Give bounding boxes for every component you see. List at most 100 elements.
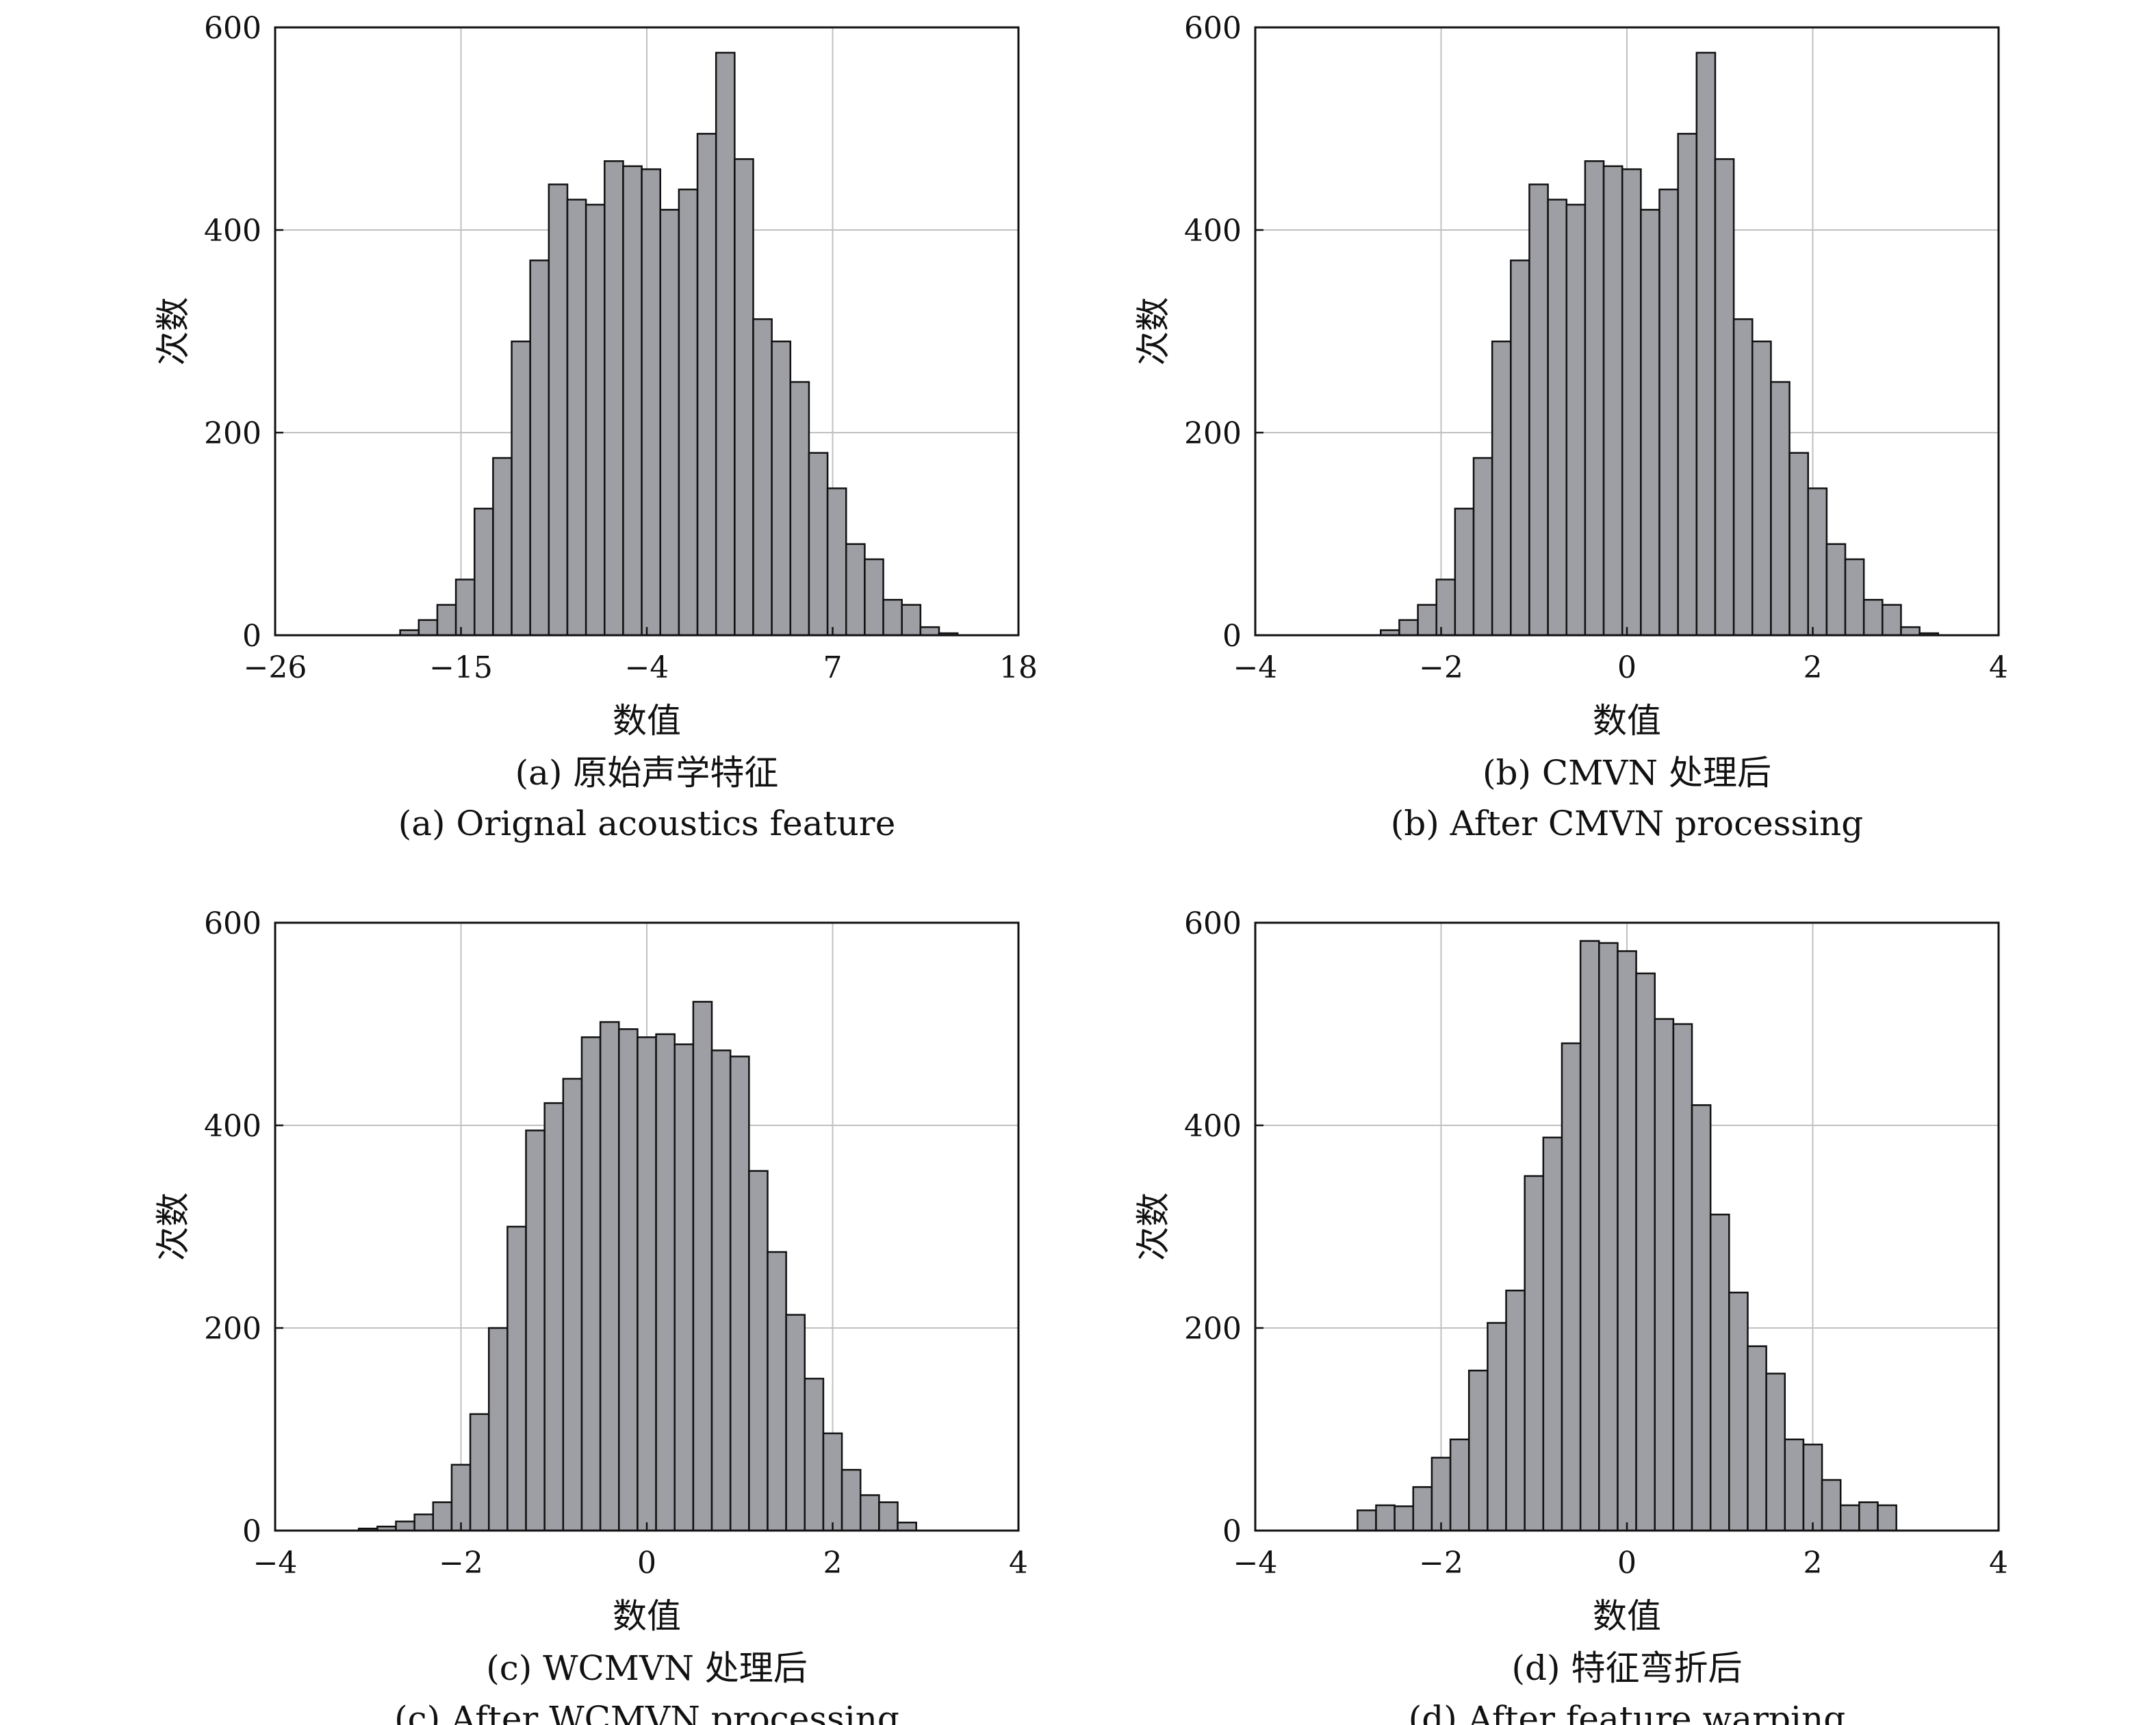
x-tick-label: −26 [244,650,307,685]
histogram-bar [436,604,457,637]
histogram-bar [1542,1136,1563,1532]
histogram-bar [469,1413,490,1532]
histogram-bar [566,199,587,637]
histogram-bar [1882,604,1902,637]
histogram-bar [1487,1322,1507,1532]
x-tick-label: 2 [1804,650,1823,685]
histogram-bar [789,381,810,637]
histogram-bar [840,1468,862,1532]
histogram-bar [1565,203,1587,637]
histogram-bar [548,183,569,637]
histogram-bar [1528,183,1549,637]
histogram-bar [1654,1018,1675,1532]
histogram-bar [692,1001,713,1532]
caption-chinese: (c) WCMVN 处理后 [486,1648,808,1688]
caption-english: (a) Orignal acoustics feature [398,804,896,843]
histogram-bar [696,133,717,637]
histogram-bar [1394,1505,1415,1532]
x-tick-label: 4 [1989,650,2008,685]
histogram-bar [492,457,513,637]
y-tick-label: 0 [1222,1514,1242,1549]
histogram-bar [525,1129,546,1532]
x-tick-label: 18 [999,650,1038,685]
histogram-bar [585,203,606,637]
histogram-bar [659,209,680,637]
histogram-bar [1765,1372,1786,1532]
y-tick-label: 400 [1184,1109,1242,1144]
x-axis-label: 数值 [613,1596,681,1636]
histogram-bar [1691,1104,1712,1532]
x-tick-label: −4 [1233,1546,1278,1581]
histogram-bar [487,1327,509,1532]
x-tick-label: −4 [253,1546,298,1581]
histogram-bar [1672,1023,1693,1532]
histogram-bar [618,1028,639,1532]
histogram-bar [1844,558,1865,637]
histogram-bar [641,168,661,637]
y-tick-label: 0 [1222,619,1242,654]
x-tick-label: 0 [637,1546,656,1581]
histogram-panel-d: −4 −2 0 2 4 0 200 400 600 数值 次数 (d) 特征弯折后 (d) After … [1133,906,2008,1725]
histogram-bar [878,1501,899,1532]
histogram-bar [637,1036,657,1532]
x-tick-label: −15 [429,650,493,685]
histogram-bar [1658,188,1679,637]
histogram-bar [1430,1457,1452,1532]
histogram-bar [1635,972,1656,1532]
histogram-bar [1862,598,1884,637]
histogram-bar [450,1464,472,1532]
histogram-bar [1412,1486,1433,1532]
caption-chinese: (b) CMVN 处理后 [1483,753,1771,793]
histogram-bar [622,165,643,637]
histogram-bar [804,1377,825,1532]
histogram-panel-a: −26 −15 −4 7 18 0 200 400 600 数值 次数 (a) 原始声学特征 (a) O… [153,11,1038,843]
x-axis-label: 数值 [1593,701,1661,741]
histogram-bar [1449,1438,1470,1532]
histogram-bar [1357,1509,1377,1532]
histogram-bar [1751,340,1772,637]
x-tick-label: 4 [1989,1546,2008,1581]
y-tick-label: 200 [1184,416,1242,451]
histogram-bar [729,1056,750,1532]
histogram-bar [1788,452,1809,637]
histogram-bar [543,1102,565,1532]
histogram-bar [771,340,792,637]
histogram-bar [1839,1504,1860,1532]
histogram-bar [1640,209,1660,637]
histogram-bar [822,1432,843,1532]
y-tick-label: 0 [242,1514,261,1549]
y-tick-label: 200 [1184,1312,1242,1346]
y-tick-label: 600 [1184,11,1242,46]
histogram-bar [604,160,624,637]
histogram-bar [1417,604,1437,637]
x-tick-label: −2 [1419,650,1463,685]
histogram-bar [395,1520,415,1532]
histogram-bar [752,318,773,637]
histogram-bar [1621,168,1642,637]
histogram-bar [580,1036,602,1532]
histogram-bar [1770,381,1791,637]
histogram-bar [1524,1175,1545,1532]
y-tick-label: 0 [242,619,261,654]
histogram-bar [767,1251,787,1532]
histogram-bar [673,1043,695,1532]
histogram-bar [748,1170,769,1532]
histogram-bar [1584,160,1605,637]
histogram-panel-b: −4 −2 0 2 4 0 200 400 600 数值 次数 (b) CMVN 处理后 (b) Aft… [1133,11,2008,843]
histogram-bar [1617,950,1637,1532]
x-tick-label: −2 [439,1546,483,1581]
histogram-bar [1747,1345,1767,1532]
histogram-bar [1454,507,1475,637]
y-tick-label: 600 [204,11,261,46]
x-tick-label: 2 [823,1546,843,1581]
histogram-bar [1732,318,1754,637]
x-tick-label: 0 [1617,1546,1637,1581]
histogram-bar [864,558,884,637]
histogram-bar [715,51,736,637]
y-axis-label: 次数 [153,297,193,366]
caption-english: (b) After CMVN processing [1391,804,1863,843]
y-axis-label: 次数 [153,1192,193,1261]
histogram-bar [1547,199,1568,637]
y-tick-label: 600 [204,906,261,941]
